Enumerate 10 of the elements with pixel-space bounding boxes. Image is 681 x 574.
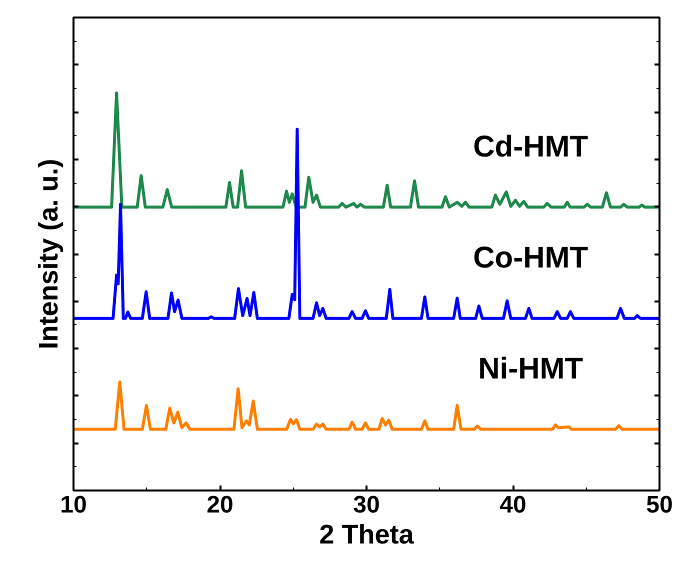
series-label: Ni-HMT — [478, 352, 584, 386]
x-tick-label: 50 — [646, 492, 673, 518]
series-label: Cd-HMT — [473, 130, 588, 164]
x-tick-label: 20 — [206, 492, 234, 518]
y-axis-title: Intensity (a. u.) — [34, 158, 64, 350]
series-label: Co-HMT — [473, 242, 588, 275]
x-tick-label: 10 — [60, 492, 87, 518]
x-tick-label: 30 — [353, 492, 380, 518]
x-tick-label: 40 — [500, 492, 526, 518]
x-axis-title: 2 Theta — [319, 520, 415, 550]
